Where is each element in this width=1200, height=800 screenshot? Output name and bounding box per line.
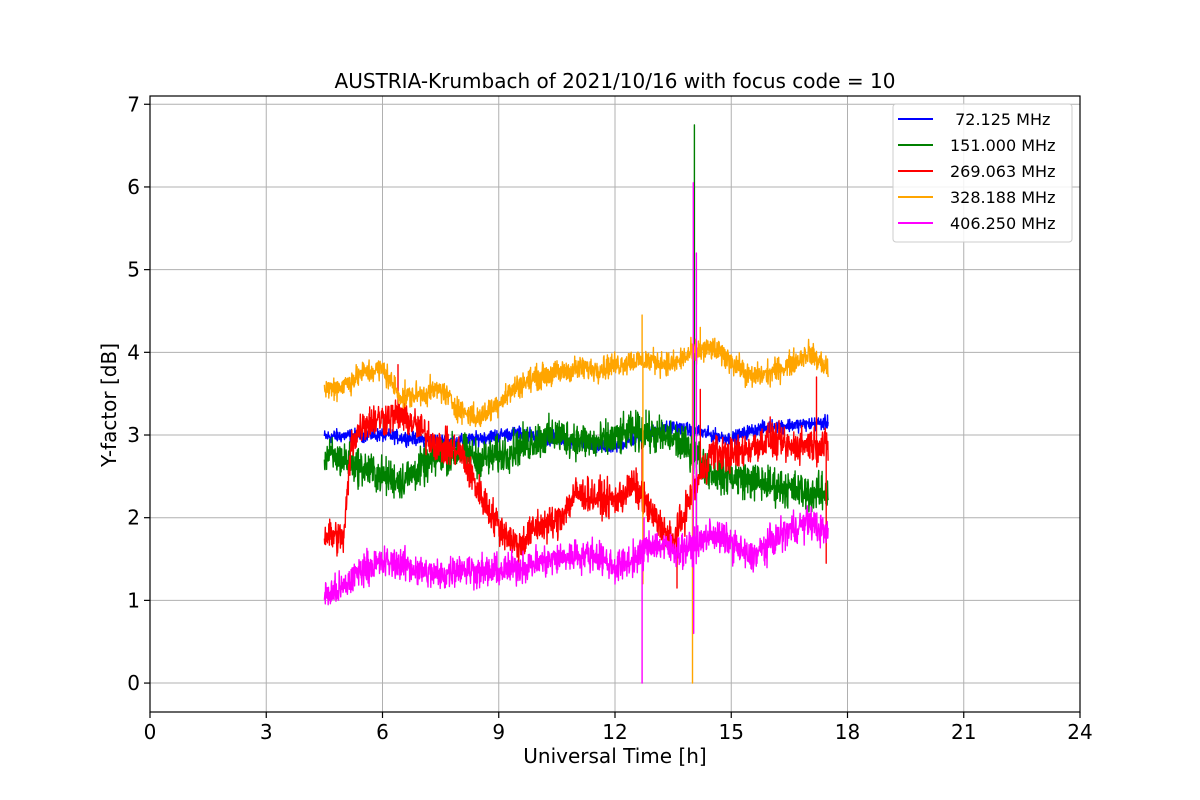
legend: 72.125 MHz 151.000 MHz 269.063 MHz 328.188 … — [892, 103, 1073, 243]
y-tick-label: 7 — [127, 92, 140, 116]
x-tick-label: 3 — [260, 720, 273, 744]
y-tick-label: 3 — [127, 423, 140, 447]
y-tick-label: 4 — [127, 340, 140, 364]
x-tick-label: 21 — [951, 720, 976, 744]
legend-label-0: 72.125 MHz — [950, 110, 1050, 129]
x-tick-label: 0 — [144, 720, 157, 744]
x-tick-label: 24 — [1067, 720, 1092, 744]
y-tick-label: 2 — [127, 506, 140, 530]
series-line-2 — [323, 364, 829, 589]
chart-title: AUSTRIA-Krumbach of 2021/10/16 with focu… — [335, 69, 896, 93]
x-tick-label: 15 — [719, 720, 744, 744]
series-layer — [323, 124, 829, 684]
legend-label-1: 151.000 MHz — [950, 136, 1055, 155]
y-tick-label: 6 — [127, 175, 140, 199]
y-tick-label: 5 — [127, 258, 140, 282]
x-tick-label: 9 — [492, 720, 505, 744]
x-tick-label: 18 — [835, 720, 860, 744]
x-axis-label: Universal Time [h] — [523, 744, 706, 768]
y-tick-label: 0 — [127, 671, 140, 695]
series-line-4 — [323, 182, 829, 684]
x-tick-label: 6 — [376, 720, 389, 744]
legend-label-2: 269.063 MHz — [950, 162, 1055, 181]
legend-frame — [892, 103, 1073, 243]
x-tick-label: 12 — [602, 720, 627, 744]
y-axis-label: Y-factor [dB] — [97, 343, 121, 468]
y-tick-label: 1 — [127, 588, 140, 612]
legend-label-4: 406.250 MHz — [950, 214, 1055, 233]
legend-label-3: 328.188 MHz — [950, 188, 1055, 207]
series-line-1 — [323, 124, 829, 540]
series-line-3 — [323, 314, 829, 684]
